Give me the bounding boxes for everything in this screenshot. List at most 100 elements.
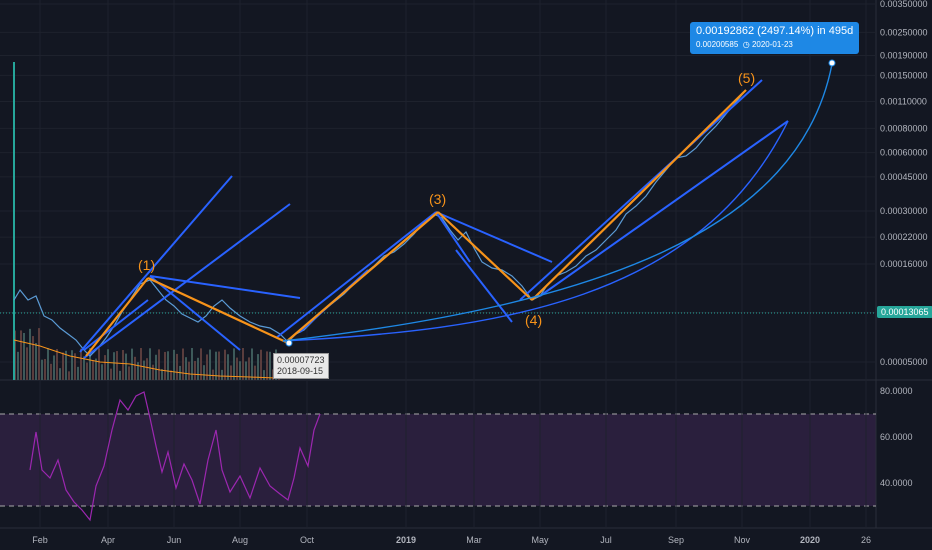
volume-bar bbox=[104, 355, 106, 380]
volume-bar bbox=[206, 354, 208, 380]
volume-bar bbox=[137, 362, 139, 380]
price-axis[interactable]: 0.00350000 0.00250000 0.00190000 0.00150000… bbox=[880, 0, 928, 367]
volume-bar bbox=[116, 351, 118, 380]
time-tick-label: Feb bbox=[32, 535, 48, 545]
volume-bar bbox=[224, 349, 226, 380]
volume-bar bbox=[236, 357, 238, 380]
trendline-segment bbox=[275, 211, 437, 339]
trendline-segment bbox=[149, 275, 241, 351]
wave-label-5: (5) bbox=[738, 70, 755, 86]
rsi-axis[interactable]: 80.0000 60.0000 40.0000 bbox=[880, 386, 913, 488]
clock-icon: ◷ bbox=[742, 40, 750, 49]
wave-label-3: (3) bbox=[429, 191, 446, 207]
time-tick-label: Apr bbox=[101, 535, 115, 545]
wave-segment bbox=[531, 89, 747, 301]
volume-bar bbox=[197, 357, 199, 380]
volume-bar bbox=[32, 336, 34, 380]
wave-segment bbox=[437, 211, 533, 301]
rsi-band bbox=[0, 414, 876, 506]
time-tick-label: May bbox=[531, 535, 549, 545]
volume-bar bbox=[194, 360, 196, 380]
volume-bar bbox=[152, 364, 154, 380]
wave-lines[interactable] bbox=[85, 89, 747, 357]
volume-bar bbox=[83, 356, 85, 380]
trendline-segment bbox=[435, 211, 553, 263]
trendline-segment bbox=[455, 249, 513, 323]
volume-bar bbox=[134, 356, 136, 380]
volume-bar bbox=[41, 359, 43, 380]
wave-label-4: (4) bbox=[525, 312, 542, 328]
volume-bars bbox=[13, 62, 280, 380]
volume-bar bbox=[143, 360, 145, 380]
projection-target-point[interactable] bbox=[828, 59, 836, 67]
volume-bar bbox=[53, 355, 55, 380]
volume-bar bbox=[149, 348, 151, 380]
volume-bar bbox=[161, 369, 163, 380]
time-tick-label: Sep bbox=[668, 535, 684, 545]
projection-arc-upper[interactable] bbox=[282, 63, 833, 342]
price-tick-label: 0.00022000 bbox=[880, 232, 928, 242]
time-tick-label: Nov bbox=[734, 535, 751, 545]
time-tick-label: Oct bbox=[300, 535, 315, 545]
volume-bar bbox=[77, 366, 79, 380]
volume-bar bbox=[269, 351, 271, 380]
volume-bar bbox=[257, 354, 259, 380]
volume-bar bbox=[167, 351, 169, 380]
volume-bar bbox=[170, 370, 172, 380]
rsi-tick-label: 60.0000 bbox=[880, 432, 913, 442]
time-tick-label: 2020 bbox=[800, 535, 820, 545]
time-tick-label: 2019 bbox=[396, 535, 416, 545]
trendline-segment bbox=[79, 175, 233, 353]
volume-bar bbox=[251, 348, 253, 380]
volume-bar bbox=[122, 350, 124, 380]
volume-bar bbox=[260, 349, 262, 380]
volume-bar bbox=[266, 351, 268, 380]
volume-bar bbox=[26, 347, 28, 380]
volume-bar bbox=[173, 349, 175, 380]
volume-bar bbox=[242, 348, 244, 380]
low-anchor-point[interactable] bbox=[285, 339, 293, 347]
volume-bar bbox=[59, 368, 61, 380]
volume-bar bbox=[239, 361, 241, 380]
wave-label-1: (1) bbox=[138, 257, 155, 273]
volume-bar bbox=[74, 353, 76, 380]
volume-bar bbox=[17, 351, 19, 380]
volume-bar bbox=[191, 348, 193, 380]
price-pane[interactable] bbox=[0, 0, 876, 380]
volume-bar bbox=[203, 365, 205, 380]
projection-tooltip[interactable]: 0.00192862 (2497.14%) in 495d 0.00200585… bbox=[690, 22, 860, 54]
projection-arc-lower[interactable] bbox=[282, 120, 789, 342]
volume-bar bbox=[218, 351, 220, 380]
volume-bar bbox=[89, 348, 91, 380]
volume-bar bbox=[212, 369, 214, 380]
volume-bar bbox=[23, 332, 25, 380]
time-tick-label: Jul bbox=[600, 535, 612, 545]
time-axis[interactable]: Feb Apr Jun Aug Oct 2019 Mar May Jul Sep Nov 2020 26 bbox=[32, 535, 871, 545]
volume-bar bbox=[44, 359, 46, 380]
volume-bar bbox=[164, 351, 166, 380]
volume-bar bbox=[221, 369, 223, 380]
volume-bar bbox=[35, 343, 37, 380]
low-price-label[interactable]: 0.00007723 2018-09-15 bbox=[273, 353, 329, 379]
volume-bar bbox=[86, 362, 88, 380]
volume-bar bbox=[128, 366, 130, 380]
wave-segment bbox=[85, 277, 149, 357]
volume-bar bbox=[38, 328, 40, 380]
rsi-tick-label: 40.0000 bbox=[880, 478, 913, 488]
volume-bar bbox=[254, 365, 256, 380]
projection-date: 2020-01-23 bbox=[751, 40, 793, 49]
volume-bar bbox=[188, 361, 190, 380]
low-price-date: 2018-09-15 bbox=[277, 366, 324, 376]
volume-bar bbox=[101, 364, 103, 380]
price-tick-label: 0.00030000 bbox=[880, 206, 928, 216]
volume-bar bbox=[98, 348, 100, 380]
volume-bar bbox=[125, 353, 127, 380]
volume-bar bbox=[65, 350, 67, 380]
wave-segment bbox=[147, 277, 287, 343]
volume-bar bbox=[230, 365, 232, 380]
time-tick-label: 26 bbox=[861, 535, 871, 545]
time-tick-label: Jun bbox=[167, 535, 182, 545]
time-tick-label: Mar bbox=[466, 535, 482, 545]
price-tick-label: 0.00350000 bbox=[880, 0, 928, 9]
